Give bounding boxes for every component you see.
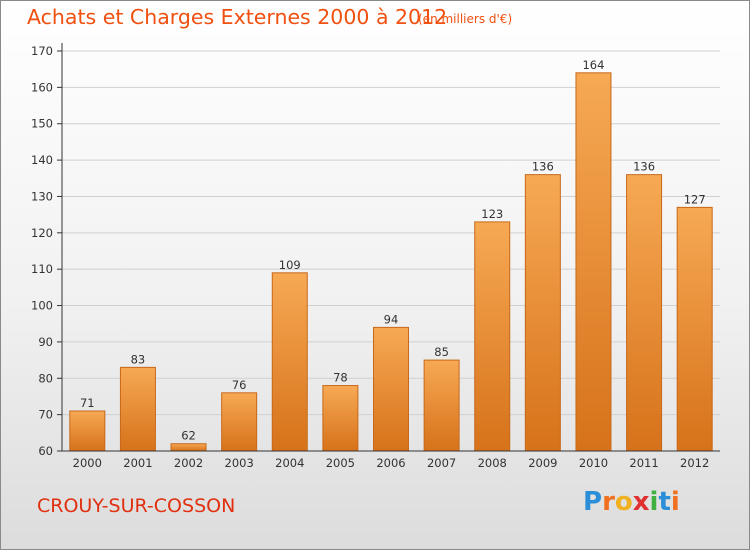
logo-letter: t [658,487,671,517]
unit-label: (en milliers d'€) [418,12,513,26]
bar-2012 [676,206,713,452]
data-label: 76 [232,378,247,392]
data-label: 94 [384,312,399,326]
y-tick-label: 70 [38,408,53,422]
bar-2000 [69,410,106,452]
y-tick-label: 110 [31,262,53,276]
data-label: 62 [181,429,196,443]
bars [69,72,713,452]
commune-name: CROUY-SUR-COSSON [37,495,236,517]
logo-letter: r [602,487,615,517]
bar-2009 [524,174,561,452]
y-tick-label: 150 [31,117,53,131]
data-label: 85 [434,345,449,359]
bar-2008 [474,221,511,452]
chart-title: Achats et Charges Externes 2000 à 2012 [27,5,448,29]
x-tick-label: 2003 [225,456,254,470]
bar-2001 [119,366,156,452]
data-label: 164 [582,58,604,72]
data-label: 136 [532,160,554,174]
x-tick-label: 2012 [680,456,709,470]
proxiti-logo: Proxiti [583,487,680,517]
axes [57,43,720,452]
x-tick-label: 2009 [528,456,557,470]
bar-2010 [575,72,612,452]
x-tick-label: 2005 [326,456,355,470]
y-tick-label: 170 [31,44,53,58]
labels: 60 70 80 90 100 110 120 130 140 150 160 170 71 2000 83… [31,44,709,470]
data-label: 123 [481,207,503,221]
logo-letter: i [670,487,680,517]
x-tick-label: 2000 [73,456,102,470]
logo-letter: o [614,487,633,517]
y-tick-label: 130 [31,189,53,203]
data-label: 109 [279,258,301,272]
data-label: 78 [333,371,348,385]
bar-2011 [626,174,663,452]
bar-2004 [271,272,308,452]
y-tick-label: 140 [31,153,53,167]
x-tick-label: 2006 [376,456,405,470]
data-label: 136 [633,160,655,174]
data-label: 83 [131,352,146,366]
y-tick-label: 90 [38,335,53,349]
x-tick-label: 2001 [123,456,152,470]
bar-2007 [423,359,460,452]
x-tick-label: 2002 [174,456,203,470]
logo-letter: x [632,487,650,517]
bar-2006 [373,326,409,452]
y-tick-label: 100 [31,299,53,313]
y-tick-label: 80 [38,371,53,385]
x-tick-label: 2011 [629,456,658,470]
x-tick-label: 2008 [478,456,507,470]
logo-letter: P [583,487,603,517]
bar-2005 [322,385,359,452]
x-tick-label: 2004 [275,456,304,470]
data-label: 71 [80,396,95,410]
y-tick-label: 160 [31,80,53,94]
y-tick-label: 60 [38,444,53,458]
x-tick-label: 2007 [427,456,456,470]
x-tick-label: 2010 [579,456,608,470]
bar-2003 [221,392,258,452]
bar-2002 [170,443,207,452]
data-label: 127 [684,192,706,206]
logo-letter: i [649,487,659,517]
y-tick-label: 120 [31,226,53,240]
